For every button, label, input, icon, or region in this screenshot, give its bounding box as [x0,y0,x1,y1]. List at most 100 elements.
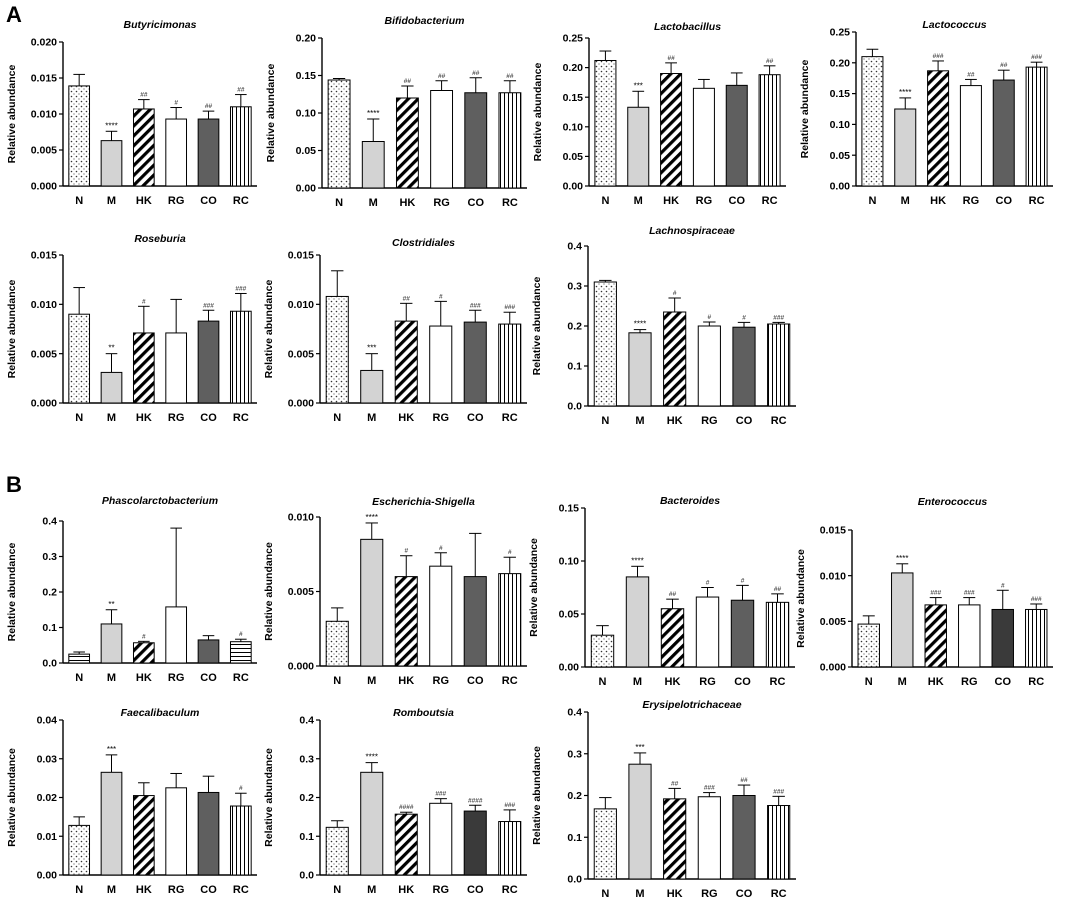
bar-m [894,108,917,187]
y-tick-label: 0.10 [296,108,317,120]
x-tick-label: RG [433,412,450,424]
y-tick-label: 0.015 [31,250,57,262]
bar-rg [692,87,715,187]
bar-rg [429,565,453,667]
y-tick-label: 0.05 [296,145,317,157]
y-tick-label: 0.05 [830,150,851,162]
significance-label: ## [1000,62,1008,69]
y-tick-label: 0.0 [567,401,582,413]
significance-label: *** [635,743,644,752]
y-tick-label: 0.01 [37,831,58,843]
y-tick-label: 0.015 [820,525,846,537]
significance-label: # [741,577,745,584]
x-tick-label: N [335,197,343,209]
x-tick-label: RC [502,412,518,424]
chart-title: Enterococcus [918,496,988,508]
significance-label: ## [404,78,412,85]
significance-label: ## [669,591,677,598]
significance-label: # [1001,582,1005,589]
x-tick-label: HK [399,197,415,209]
y-tick-label: 0.015 [288,250,314,262]
chart-0: Butyricimonas Relative abundance 0.000 0.00… [6,19,257,207]
x-tick-label: RC [771,415,787,427]
y-tick-label: 0.010 [288,299,314,311]
significance-label: # [142,633,146,640]
x-tick-label: RC [502,197,518,209]
significance-label: #### [468,797,483,804]
x-tick-label: CO [467,884,484,896]
x-tick-label: CO [467,675,484,687]
chart-5: Clostridiales Relative abundance 0.000 0.00… [263,237,527,424]
chart-4: Roseburia Relative abundance 0.000 0.005 0.0… [6,233,257,424]
bar-hk [394,813,418,876]
significance-label: ### [930,590,941,597]
significance-label: # [708,314,712,321]
significance-label: ## [967,71,975,78]
bar-m [360,369,384,404]
x-tick-label: RG [168,672,185,684]
y-tick-label: 0.05 [563,151,584,163]
chart-title: Clostridiales [392,237,455,249]
bar-rg [958,604,981,668]
x-tick-label: N [601,195,609,207]
bar-co [463,810,487,876]
significance-label: ### [964,590,975,597]
y-tick-label: 0.000 [288,398,314,410]
y-tick-label: 0.005 [288,348,314,360]
significance-label: ### [933,53,944,60]
significance-label: # [439,293,443,300]
x-tick-label: RC [770,676,786,688]
significance-label: # [508,549,512,556]
chart-title: Phascolarctobacterium [102,495,218,507]
bar-hk [132,795,155,876]
bar-n [857,623,880,668]
y-tick-label: 0.10 [830,119,851,131]
x-tick-label: N [865,676,873,688]
bar-rg [165,118,188,187]
significance-label: ### [1031,54,1042,61]
y-tick-label: 0.0 [299,870,314,882]
bar-hk [394,320,418,404]
y-tick-label: 0.20 [830,57,851,69]
bar-co [463,576,487,667]
chart-title: Lachnospiraceae [649,225,735,237]
y-tick-label: 0.3 [567,748,582,760]
bar-co [732,326,756,407]
bar-n [325,620,349,667]
significance-label: ## [140,92,148,99]
y-axis-label: Relative abundance [528,538,540,637]
bar-n [594,59,617,187]
x-tick-label: RG [699,676,716,688]
x-tick-label: RG [963,195,980,207]
x-tick-label: M [367,884,376,896]
x-tick-label: N [75,412,83,424]
y-tick-label: 0.000 [288,661,314,673]
y-axis-label: Relative abundance [6,543,18,642]
y-tick-label: 0.005 [31,348,57,360]
chart-6: Lachnospiraceae Relative abundance 0.0 0.1 0… [531,225,796,427]
x-tick-label: RG [168,412,185,424]
bar-hk [663,798,687,880]
bar-co [197,320,220,404]
y-axis-label: Relative abundance [6,65,18,164]
y-tick-label: 0.3 [567,281,582,293]
significance-label: ## [403,295,411,302]
chart-8: Escherichia-Shigella Relative abundance 0.… [263,496,527,687]
significance-label: ### [203,302,214,309]
y-tick-label: 0.3 [299,753,314,765]
bar-m [100,371,123,404]
bar-n [593,281,617,407]
significance-label: **** [366,753,378,762]
bar-rc [498,821,522,876]
significance-label: ## [205,103,213,110]
bar-hk [660,608,685,668]
significance-label: ### [773,788,784,795]
x-tick-label: M [633,676,642,688]
x-tick-label: RG [168,195,185,207]
y-tick-label: 0.005 [820,616,846,628]
chart-12: Romboutsia Relative abundance 0.0 0.1 0.2 0.3… [263,707,527,896]
significance-label: ## [506,73,514,80]
x-tick-label: CO [736,888,753,900]
x-tick-label: HK [136,195,152,207]
